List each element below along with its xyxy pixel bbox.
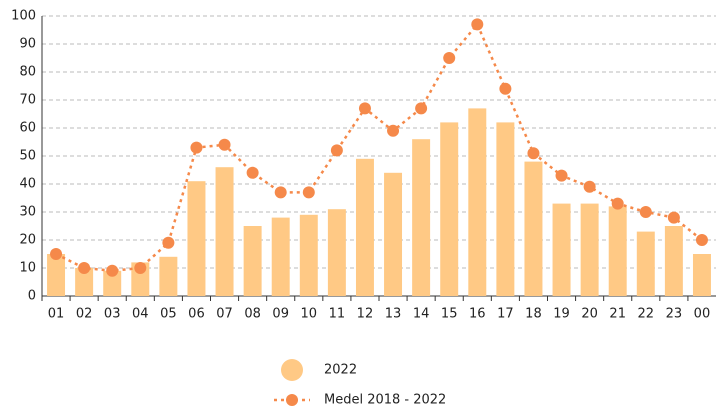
line-marker xyxy=(106,264,119,277)
bar xyxy=(327,209,346,296)
x-tick-label: 03 xyxy=(104,307,121,322)
bar xyxy=(75,268,94,296)
bar xyxy=(103,270,122,296)
line xyxy=(55,22,703,273)
bar xyxy=(664,226,683,296)
bar xyxy=(355,158,374,296)
x-tick-label: 01 xyxy=(48,307,65,322)
line-marker xyxy=(302,186,315,199)
x-tick-label: 22 xyxy=(638,307,655,322)
x-tick-label: 05 xyxy=(160,307,177,322)
x-tick-label: 10 xyxy=(301,307,318,322)
line-marker xyxy=(50,248,63,260)
y-tick-label: 10 xyxy=(19,261,36,276)
line-marker xyxy=(695,234,708,246)
bar xyxy=(608,206,627,296)
legend-label: 2022 xyxy=(324,363,357,378)
x-tick-label: 15 xyxy=(441,307,458,322)
legend-label: Medel 2018 - 2022 xyxy=(324,393,446,408)
x-tick-label: 00 xyxy=(694,307,711,322)
line-marker xyxy=(499,82,512,95)
line-marker xyxy=(639,206,652,218)
x-tick-label: 12 xyxy=(357,307,374,322)
line-marker xyxy=(274,186,287,199)
y-tick-label: 80 xyxy=(19,65,36,80)
bar xyxy=(159,256,178,296)
line-marker xyxy=(611,197,624,210)
line-marker xyxy=(190,141,203,154)
x-tick-label: 21 xyxy=(609,307,626,322)
bar xyxy=(468,108,487,297)
bar xyxy=(692,254,711,296)
line-marker xyxy=(330,144,343,157)
y-tick-label: 100 xyxy=(11,9,36,24)
line-marker xyxy=(246,166,259,179)
line-marker xyxy=(443,52,456,64)
line-marker xyxy=(667,211,680,224)
x-tick-label: 18 xyxy=(525,307,542,322)
line-marker xyxy=(162,236,175,249)
y-tick-label: 30 xyxy=(19,205,36,220)
bar xyxy=(187,181,206,296)
x-tick-label: 14 xyxy=(413,307,430,322)
y-tick-label: 60 xyxy=(19,121,36,136)
line-marker xyxy=(387,124,400,137)
bar xyxy=(215,167,234,296)
x-tick-label: 02 xyxy=(76,307,93,322)
y-tick-label: 70 xyxy=(19,93,36,108)
y-tick-label: 20 xyxy=(19,233,36,248)
line-marker xyxy=(583,180,596,193)
x-tick-label: 23 xyxy=(666,307,683,322)
line-marker xyxy=(134,262,147,274)
line-marker xyxy=(527,147,540,160)
x-tick-label: 06 xyxy=(188,307,205,322)
bar xyxy=(580,203,599,296)
y-tick-label: 90 xyxy=(19,37,36,52)
line-marker xyxy=(555,169,568,182)
x-tick-label: 19 xyxy=(553,307,570,322)
line-marker xyxy=(415,102,428,115)
x-tick-label: 20 xyxy=(581,307,598,322)
x-tick-label: 11 xyxy=(329,307,346,322)
bar xyxy=(636,231,655,296)
bar xyxy=(47,254,66,296)
bar xyxy=(440,122,459,297)
x-tick-label: 04 xyxy=(132,307,149,322)
x-tick-label: 17 xyxy=(497,307,514,322)
line-marker xyxy=(218,138,231,151)
x-tick-label: 07 xyxy=(216,307,233,322)
x-tick-label: 09 xyxy=(272,307,289,322)
line-marker xyxy=(358,102,371,115)
bar xyxy=(384,172,403,296)
bar xyxy=(299,214,318,296)
y-tick-label: 50 xyxy=(19,149,36,164)
x-tick-label: 13 xyxy=(385,307,402,322)
bar xyxy=(524,161,543,296)
y-tick-label: 40 xyxy=(19,177,36,192)
x-tick-label: 08 xyxy=(244,307,261,322)
line-marker xyxy=(471,18,484,31)
bar xyxy=(243,226,262,296)
bar xyxy=(271,217,290,296)
legend-swatch xyxy=(286,394,298,406)
x-tick-label: 16 xyxy=(469,307,486,322)
line-marker xyxy=(78,262,91,274)
legend-swatch xyxy=(281,359,303,381)
bar xyxy=(412,139,431,296)
bar xyxy=(496,122,515,297)
bar xyxy=(552,203,571,296)
y-tick-label: 0 xyxy=(28,289,36,304)
